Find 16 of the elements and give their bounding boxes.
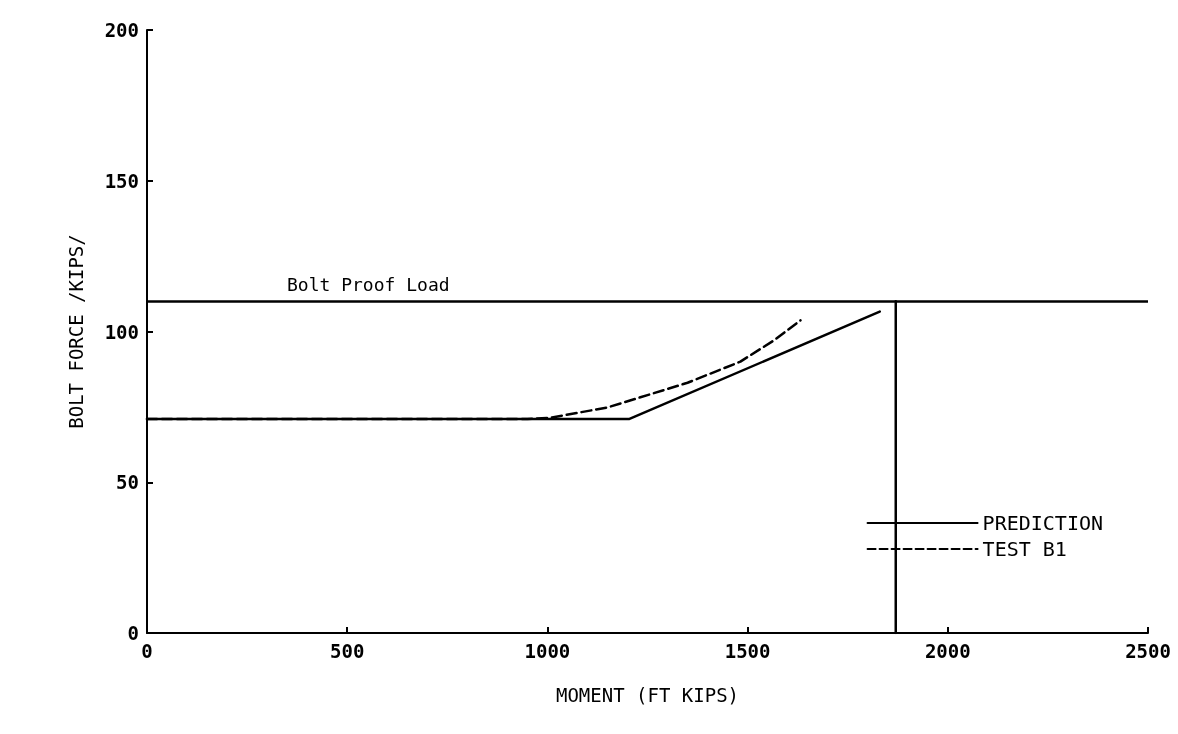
y-tick-label: 100 bbox=[104, 320, 139, 343]
y-tick-label: 0 bbox=[127, 622, 139, 644]
text: PREDICTION bbox=[982, 511, 1104, 535]
ref-line-label: Bolt Proof Load bbox=[287, 273, 450, 295]
y-tick-label: 200 bbox=[104, 19, 139, 41]
x-tick-label: 2500 bbox=[1125, 639, 1171, 662]
y-axis-title: BOLT FORCE /KIPS/ bbox=[64, 234, 87, 429]
y-tick-label: 150 bbox=[104, 169, 139, 192]
x-tick-label: 2000 bbox=[924, 639, 971, 662]
x-tick-label: 0 bbox=[141, 639, 153, 662]
y-tick-label: 50 bbox=[116, 471, 139, 494]
text: TEST B1 bbox=[982, 537, 1067, 561]
x-tick-label: 1000 bbox=[524, 639, 571, 662]
x-tick-label: 500 bbox=[330, 639, 365, 662]
x-tick-label: 1500 bbox=[724, 639, 771, 662]
x-axis-title: MOMENT (FT KIPS) bbox=[555, 683, 740, 706]
